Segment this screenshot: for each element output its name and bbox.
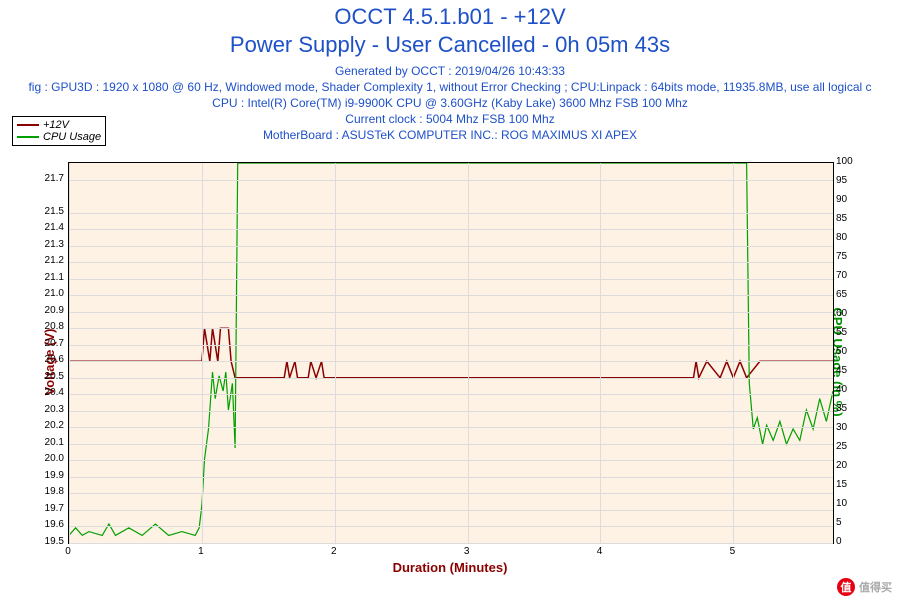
y-left-tick: 19.5: [28, 536, 64, 547]
plot-area: [68, 162, 834, 544]
y-left-tick: 20.4: [28, 387, 64, 398]
y-right-tick: 20: [836, 460, 866, 471]
legend-swatch-12v: [17, 124, 39, 126]
title-line-1: OCCT 4.5.1.b01 - +12V: [0, 4, 900, 30]
legend-label-cpu: CPU Usage: [43, 131, 101, 143]
y-right-tick: 10: [836, 498, 866, 509]
y-right-tick: 70: [836, 270, 866, 281]
series-svg: [69, 163, 833, 543]
chart-header: OCCT 4.5.1.b01 - +12V Power Supply - Use…: [0, 4, 900, 142]
y-left-tick: 20.6: [28, 354, 64, 365]
y-right-tick: 25: [836, 441, 866, 452]
y-left-tick: 21.0: [28, 288, 64, 299]
y-right-tick: 100: [836, 156, 866, 167]
cpu-line: CPU : Intel(R) Core(TM) i9-9900K CPU @ 3…: [0, 96, 900, 110]
x-tick: 4: [589, 546, 609, 557]
clock-line: Current clock : 5004 Mhz FSB 100 Mhz: [0, 112, 900, 126]
y-right-tick: 90: [836, 194, 866, 205]
y-right-tick: 40: [836, 384, 866, 395]
y-left-tick: 19.7: [28, 503, 64, 514]
y-left-tick: 20.8: [28, 321, 64, 332]
y-left-tick: 20.7: [28, 338, 64, 349]
watermark: 值 值得买: [837, 578, 892, 596]
legend-item-cpu: CPU Usage: [17, 131, 101, 143]
y-left-tick: 20.9: [28, 305, 64, 316]
series-+12V: [69, 328, 833, 378]
y-left-tick: 20.0: [28, 453, 64, 464]
legend-box: +12V CPU Usage: [12, 116, 106, 146]
watermark-icon: 值: [837, 578, 855, 596]
x-tick: 2: [324, 546, 344, 557]
x-axis-label: Duration (Minutes): [393, 560, 508, 575]
y-right-tick: 35: [836, 403, 866, 414]
y-right-tick: 75: [836, 251, 866, 262]
y-right-tick: 45: [836, 365, 866, 376]
y-right-tick: 30: [836, 422, 866, 433]
y-right-tick: 15: [836, 479, 866, 490]
y-left-tick: 20.1: [28, 437, 64, 448]
y-left-tick: 21.4: [28, 222, 64, 233]
y-left-tick: 19.8: [28, 486, 64, 497]
x-tick: 0: [58, 546, 78, 557]
x-tick: 5: [722, 546, 742, 557]
y-left-tick: 21.5: [28, 206, 64, 217]
y-right-tick: 85: [836, 213, 866, 224]
legend-label-12v: +12V: [43, 119, 69, 131]
y-left-tick: 21.1: [28, 272, 64, 283]
y-right-tick: 65: [836, 289, 866, 300]
x-tick: 3: [457, 546, 477, 557]
y-left-tick: 19.6: [28, 519, 64, 530]
legend-swatch-cpu: [17, 136, 39, 138]
watermark-text: 值得买: [859, 579, 892, 595]
y-right-tick: 55: [836, 327, 866, 338]
y-left-tick: 21.7: [28, 173, 64, 184]
legend-item-12v: +12V: [17, 119, 101, 131]
y-left-tick: 20.3: [28, 404, 64, 415]
mobo-line: MotherBoard : ASUSTeK COMPUTER INC.: ROG…: [0, 128, 900, 142]
y-right-tick: 5: [836, 517, 866, 528]
chart-container: Voltage (V) CPU Usage (in %) Duration (M…: [40, 162, 860, 562]
generated-line: Generated by OCCT : 2019/04/26 10:43:33: [0, 64, 900, 78]
y-left-tick: 20.2: [28, 420, 64, 431]
y-left-tick: 20.5: [28, 371, 64, 382]
y-right-tick: 95: [836, 175, 866, 186]
title-line-2: Power Supply - User Cancelled - 0h 05m 4…: [0, 32, 900, 58]
y-right-tick: 50: [836, 346, 866, 357]
config-line: fig : GPU3D : 1920 x 1080 @ 60 Hz, Windo…: [0, 80, 900, 94]
y-right-tick: 80: [836, 232, 866, 243]
x-tick: 1: [191, 546, 211, 557]
y-right-tick: 0: [836, 536, 866, 547]
y-left-tick: 19.9: [28, 470, 64, 481]
y-right-tick: 60: [836, 308, 866, 319]
y-left-tick: 21.2: [28, 255, 64, 266]
y-left-tick: 21.3: [28, 239, 64, 250]
series-CPU Usage: [69, 163, 833, 535]
